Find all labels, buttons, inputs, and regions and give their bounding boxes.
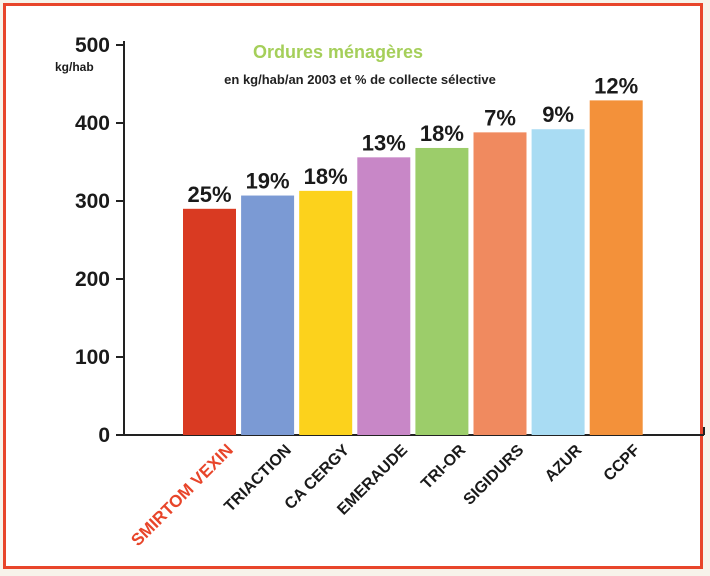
data-label: 25% <box>187 182 231 207</box>
bar <box>415 147 469 435</box>
bar <box>241 195 295 435</box>
x-tick-label: AZUR <box>542 441 586 485</box>
y-tick-label: 100 <box>75 346 110 369</box>
chart-frame <box>3 3 703 569</box>
data-label: 12% <box>594 73 638 98</box>
bar <box>357 157 411 435</box>
x-tick-label: CCPF <box>601 442 644 485</box>
y-tick-label: 0 <box>98 424 110 447</box>
y-axis-unit: kg/hab <box>55 60 94 74</box>
chart-subtitle: en kg/hab/an 2003 et % de collecte sélec… <box>224 72 496 87</box>
y-tick-label: 200 <box>75 268 110 291</box>
y-tick-label: 400 <box>75 112 110 135</box>
bar <box>183 208 236 435</box>
bar <box>299 190 353 435</box>
data-label: 9% <box>542 102 574 127</box>
data-labels: 25% 19% 18% 13% 18% 7% 9% 12% <box>187 73 638 206</box>
data-label: 19% <box>246 169 290 194</box>
bar <box>473 132 527 436</box>
y-tick-label: 300 <box>75 190 110 213</box>
chart-title: Ordures ménagères <box>253 42 423 62</box>
bars <box>183 100 643 436</box>
data-label: 13% <box>362 130 406 155</box>
y-tick-label: 500 <box>75 34 110 57</box>
x-tick-label: TRI-OR <box>418 441 469 492</box>
data-label: 18% <box>420 121 464 146</box>
data-label: 7% <box>484 105 516 130</box>
bar <box>589 100 643 435</box>
x-tick-label: SIGIDURS <box>461 442 528 509</box>
bar <box>531 129 585 436</box>
x-tick-label: SMIRTOM VEXIN <box>127 440 236 549</box>
data-label: 18% <box>304 164 348 189</box>
